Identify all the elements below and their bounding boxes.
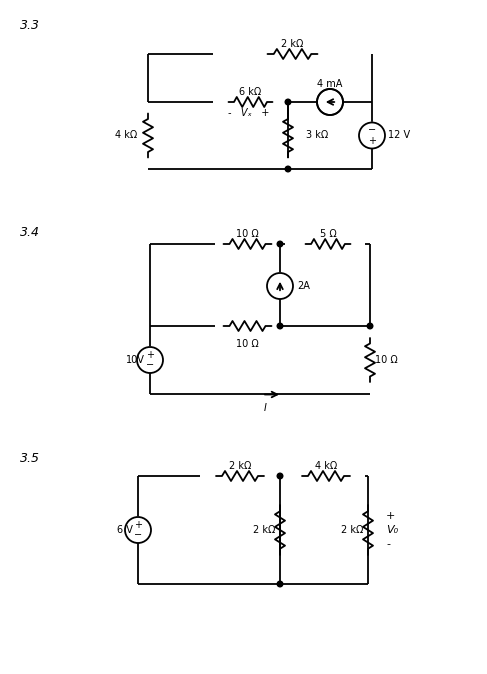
Text: V₀: V₀ bbox=[386, 525, 398, 535]
Text: -: - bbox=[386, 539, 390, 549]
Circle shape bbox=[277, 473, 283, 479]
Text: −: − bbox=[134, 530, 142, 541]
Text: 10 Ω: 10 Ω bbox=[236, 229, 259, 239]
Text: 2 kΩ: 2 kΩ bbox=[281, 39, 304, 49]
Text: 10 Ω: 10 Ω bbox=[375, 355, 398, 365]
Circle shape bbox=[285, 166, 291, 172]
Circle shape bbox=[285, 99, 291, 104]
Text: I: I bbox=[263, 403, 266, 413]
Text: 10V: 10V bbox=[126, 355, 145, 365]
Text: +: + bbox=[368, 136, 376, 146]
Text: +: + bbox=[146, 350, 154, 359]
Circle shape bbox=[277, 241, 283, 247]
Text: 12 V: 12 V bbox=[388, 131, 410, 140]
Text: 3 kΩ: 3 kΩ bbox=[306, 131, 328, 140]
Text: 2 kΩ: 2 kΩ bbox=[253, 525, 275, 535]
Text: 2 kΩ: 2 kΩ bbox=[229, 461, 251, 471]
Text: −: − bbox=[368, 125, 376, 135]
Text: 10 Ω: 10 Ω bbox=[236, 339, 259, 349]
Text: −: − bbox=[146, 361, 154, 371]
Circle shape bbox=[125, 517, 151, 543]
Text: -   Vₓ   +: - Vₓ + bbox=[228, 108, 269, 118]
Circle shape bbox=[267, 273, 293, 299]
Text: 6 kΩ: 6 kΩ bbox=[240, 87, 262, 97]
Text: 5 Ω: 5 Ω bbox=[319, 229, 337, 239]
Circle shape bbox=[317, 89, 343, 115]
Text: 4 kΩ: 4 kΩ bbox=[115, 131, 137, 140]
Text: +: + bbox=[134, 520, 142, 530]
Text: 4 kΩ: 4 kΩ bbox=[315, 461, 337, 471]
Text: 2 kΩ: 2 kΩ bbox=[340, 525, 363, 535]
Circle shape bbox=[359, 123, 385, 148]
Circle shape bbox=[277, 324, 283, 329]
Circle shape bbox=[137, 347, 163, 373]
Text: 6 V: 6 V bbox=[117, 525, 133, 535]
Text: 2A: 2A bbox=[297, 281, 310, 291]
Text: 3.3: 3.3 bbox=[20, 19, 40, 32]
Text: +: + bbox=[386, 511, 395, 521]
Circle shape bbox=[277, 581, 283, 587]
Text: 3.4: 3.4 bbox=[20, 226, 40, 239]
Circle shape bbox=[367, 324, 373, 329]
Text: 4 mA: 4 mA bbox=[318, 79, 343, 89]
Text: 3.5: 3.5 bbox=[20, 452, 40, 465]
